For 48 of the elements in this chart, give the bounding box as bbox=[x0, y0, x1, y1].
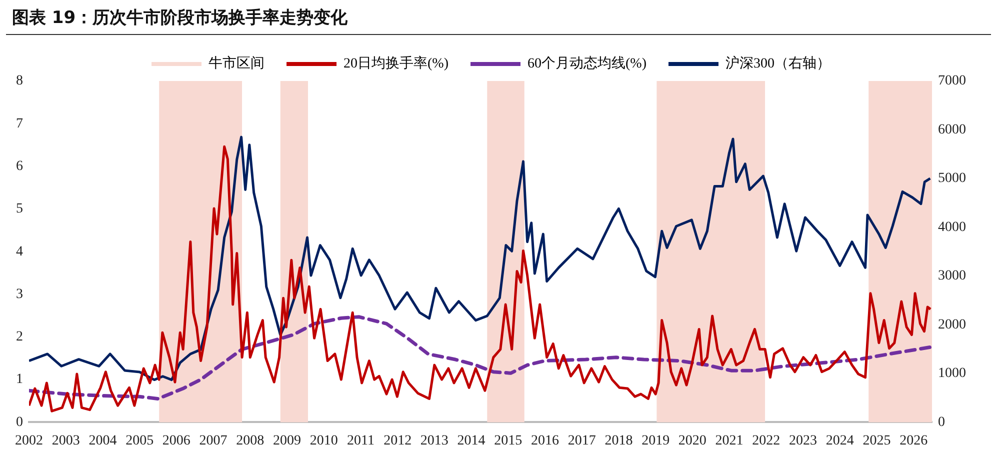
y2-tick-label: 5000 bbox=[938, 171, 966, 186]
y-tick-label: 8 bbox=[16, 74, 23, 89]
x-tick-label: 2016 bbox=[531, 433, 559, 448]
x-tick-label: 2006 bbox=[162, 433, 190, 448]
x-tick-label: 2018 bbox=[604, 433, 633, 448]
y2-tick-label: 3000 bbox=[938, 268, 966, 284]
y2-tick-label: 0 bbox=[938, 414, 945, 430]
x-tick-label: 2021 bbox=[715, 433, 744, 448]
x-tick-label: 2023 bbox=[789, 433, 817, 448]
x-tick-label: 2024 bbox=[826, 433, 854, 448]
x-tick-label: 2009 bbox=[273, 433, 301, 448]
x-tick-label: 2019 bbox=[642, 433, 670, 448]
y2-tick-label: 7000 bbox=[938, 74, 966, 89]
chart-title: 图表 19：历次牛市阶段市场换手率走势变化 bbox=[6, 0, 991, 35]
x-tick-label: 2007 bbox=[199, 433, 228, 448]
legend-label: 60个月动态均线(%) bbox=[528, 56, 647, 72]
x-tick-label: 2014 bbox=[457, 433, 486, 448]
y-tick-label: 6 bbox=[16, 158, 23, 174]
legend-label: 牛市区间 bbox=[208, 56, 265, 72]
x-tick-label: 2004 bbox=[88, 433, 117, 448]
y-tick-label: 7 bbox=[16, 116, 23, 132]
y-tick-label: 3 bbox=[16, 286, 23, 302]
legend-label: 20日均换手率(%) bbox=[344, 56, 449, 72]
y-tick-label: 5 bbox=[16, 202, 23, 217]
y2-tick-label: 6000 bbox=[938, 122, 966, 138]
y-tick-label: 4 bbox=[16, 244, 23, 260]
x-tick-label: 2003 bbox=[52, 433, 80, 448]
x-tick-label: 2017 bbox=[568, 433, 596, 448]
x-tick-label: 2022 bbox=[752, 433, 780, 448]
x-tick-label: 2025 bbox=[862, 433, 891, 448]
x-tick-label: 2020 bbox=[678, 433, 706, 448]
x-tick-label: 2002 bbox=[15, 433, 43, 448]
y2-tick-label: 1000 bbox=[938, 366, 966, 382]
x-tick-label: 2011 bbox=[346, 433, 374, 448]
legend-label: 沪深300（右轴） bbox=[725, 56, 830, 72]
x-tick-label: 2005 bbox=[126, 433, 154, 448]
x-tick-label: 2010 bbox=[310, 433, 338, 448]
x-tick-label: 2026 bbox=[900, 433, 928, 448]
x-tick-label: 2013 bbox=[420, 433, 448, 448]
x-tick-label: 2012 bbox=[384, 433, 412, 448]
line-series bbox=[29, 315, 932, 400]
x-tick-label: 2015 bbox=[494, 433, 522, 448]
x-tick-label: 2008 bbox=[236, 433, 264, 448]
y2-tick-label: 4000 bbox=[938, 220, 966, 235]
y-tick-label: 0 bbox=[16, 414, 23, 430]
y2-tick-label: 2000 bbox=[938, 317, 966, 332]
y-tick-label: 1 bbox=[16, 372, 23, 388]
y-tick-label: 2 bbox=[16, 330, 23, 345]
